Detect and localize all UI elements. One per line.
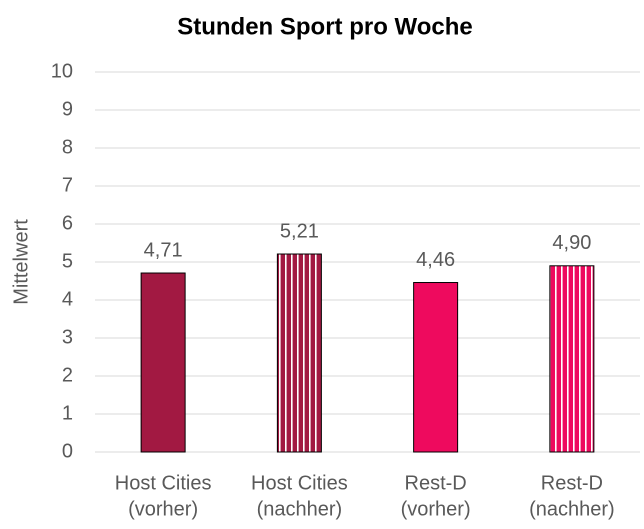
y-tick-label: 6 <box>62 212 73 234</box>
bar <box>413 282 459 453</box>
value-label: 5,21 <box>280 220 319 242</box>
y-tick-label: 5 <box>62 250 73 272</box>
x-tick-label: Rest-D <box>541 472 603 494</box>
value-label: 4,90 <box>552 232 591 254</box>
y-tick-label: 10 <box>51 60 73 82</box>
y-tick-label: 9 <box>62 98 73 120</box>
x-tick-label: (nachher) <box>257 498 343 520</box>
x-tick-label: (vorher) <box>128 498 198 520</box>
bar <box>140 272 186 453</box>
y-tick-label: 0 <box>62 440 73 462</box>
bar <box>549 265 595 453</box>
chart-title: Stunden Sport pro Woche <box>177 13 473 40</box>
y-tick-label: 2 <box>62 364 73 386</box>
x-tick-label: Rest-D <box>405 472 467 494</box>
y-tick-label: 8 <box>62 136 73 158</box>
y-tick-label: 1 <box>62 402 73 424</box>
y-tick-label: 4 <box>62 288 73 310</box>
x-tick-label: (vorher) <box>401 498 471 520</box>
x-tick-label: (nachher) <box>529 498 615 520</box>
y-tick-label: 7 <box>62 174 73 196</box>
x-tick-label: Host Cities <box>251 472 348 494</box>
x-tick-label: Host Cities <box>115 472 212 494</box>
bar <box>276 253 322 453</box>
y-axis-label: Mittelwert <box>10 219 32 305</box>
y-tick-label: 3 <box>62 326 73 348</box>
value-label: 4,46 <box>416 249 455 271</box>
value-label: 4,71 <box>144 239 183 261</box>
